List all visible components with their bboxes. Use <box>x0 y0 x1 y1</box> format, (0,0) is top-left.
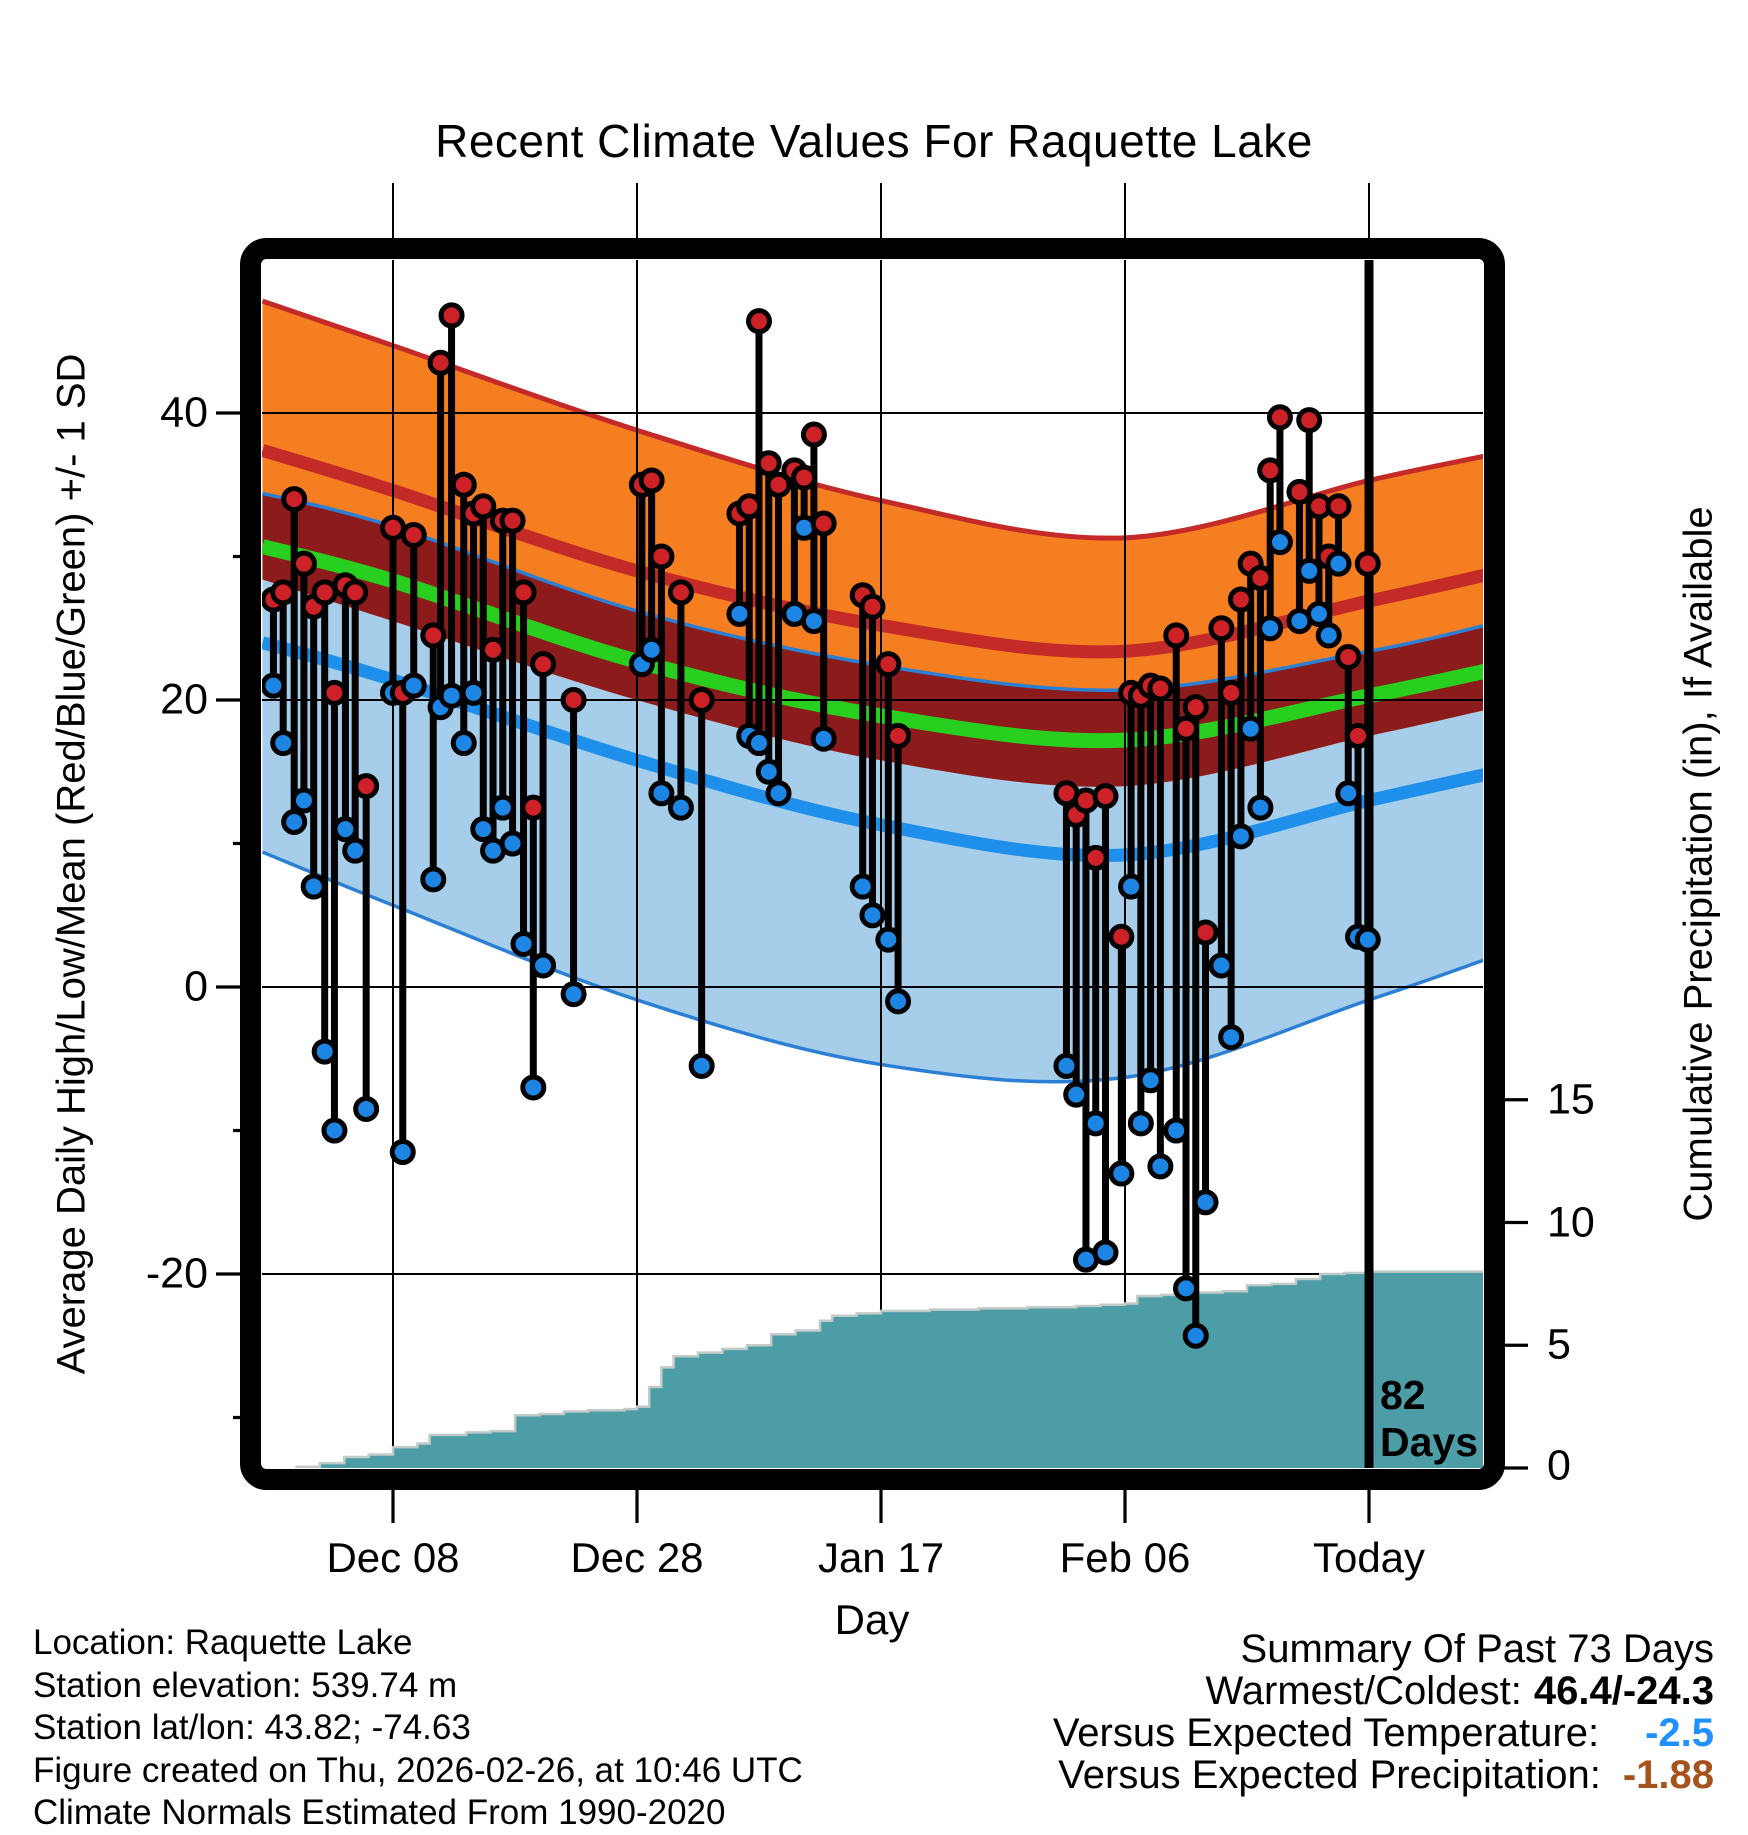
days-annotation-count: 82 <box>1380 1372 1426 1418</box>
station-info-block: Location: Raquette Lake Station elevatio… <box>33 1622 803 1835</box>
station-elevation-line: Station elevation: 539.74 m <box>33 1665 458 1705</box>
days-annotation-word: Days <box>1380 1418 1479 1465</box>
left-tick-label-20: 20 <box>160 675 208 724</box>
left-axis-title: Average Daily High/Low/Mean (Red/Blue/Gr… <box>49 353 94 1375</box>
figure-created-line: Figure created on Thu, 2026-02-26, at 10… <box>33 1750 803 1790</box>
summary-precip-line: Versus Expected Precipitation: -1.88 <box>1053 1754 1714 1796</box>
station-location-line: Location: Raquette Lake <box>33 1623 413 1662</box>
climate-normals-line: Climate Normals Estimated From 1990-2020 <box>33 1793 726 1832</box>
x-tick-label-dec08: Dec 08 <box>326 1534 460 1581</box>
chart-title: Recent Climate Values For Raquette Lake <box>435 115 1313 167</box>
days-annotation: 82 Days <box>1380 1372 1478 1465</box>
right-tick-label-10: 10 <box>1547 1198 1595 1247</box>
summary-title: Summary Of Past 73 Days <box>1240 1627 1714 1671</box>
summary-warmest-label: Warmest/Coldest: <box>1205 1669 1522 1713</box>
x-axis-title: Day <box>834 1596 910 1643</box>
summary-block: Summary Of Past 73 Days Warmest/Coldest:… <box>1053 1628 1714 1796</box>
summary-temp-line: Versus Expected Temperature: -2.5 <box>1053 1712 1714 1754</box>
right-tick-label-5: 5 <box>1547 1320 1571 1369</box>
x-tick-label-jan17: Jan 17 <box>817 1534 945 1581</box>
summary-warmest-value: 46.4/-24.3 <box>1533 1669 1714 1713</box>
summary-precip-label: Versus Expected Precipitation: <box>1058 1753 1601 1797</box>
x-tick-label-today: Today <box>1312 1534 1426 1581</box>
station-latlon-line: Station lat/lon: 43.82; -74.63 <box>33 1708 471 1747</box>
right-axis-title: Cumulative Precipitation (in), If Availa… <box>1676 506 1721 1222</box>
x-tick-label-dec28: Dec 28 <box>570 1534 704 1581</box>
summary-warmest-line: Warmest/Coldest: 46.4/-24.3 <box>1053 1670 1714 1712</box>
left-tick-label-0: 0 <box>184 962 208 1011</box>
right-tick-label-0: 0 <box>1547 1441 1571 1490</box>
right-tick-label-15: 15 <box>1547 1075 1595 1124</box>
summary-temp-value: -2.5 <box>1645 1711 1714 1755</box>
left-tick-label-neg20: -20 <box>145 1249 208 1298</box>
summary-precip-value: -1.88 <box>1622 1753 1714 1797</box>
summary-temp-label: Versus Expected Temperature: <box>1052 1711 1600 1755</box>
left-tick-label-40: 40 <box>160 388 208 437</box>
x-tick-label-feb06: Feb 06 <box>1059 1534 1191 1581</box>
